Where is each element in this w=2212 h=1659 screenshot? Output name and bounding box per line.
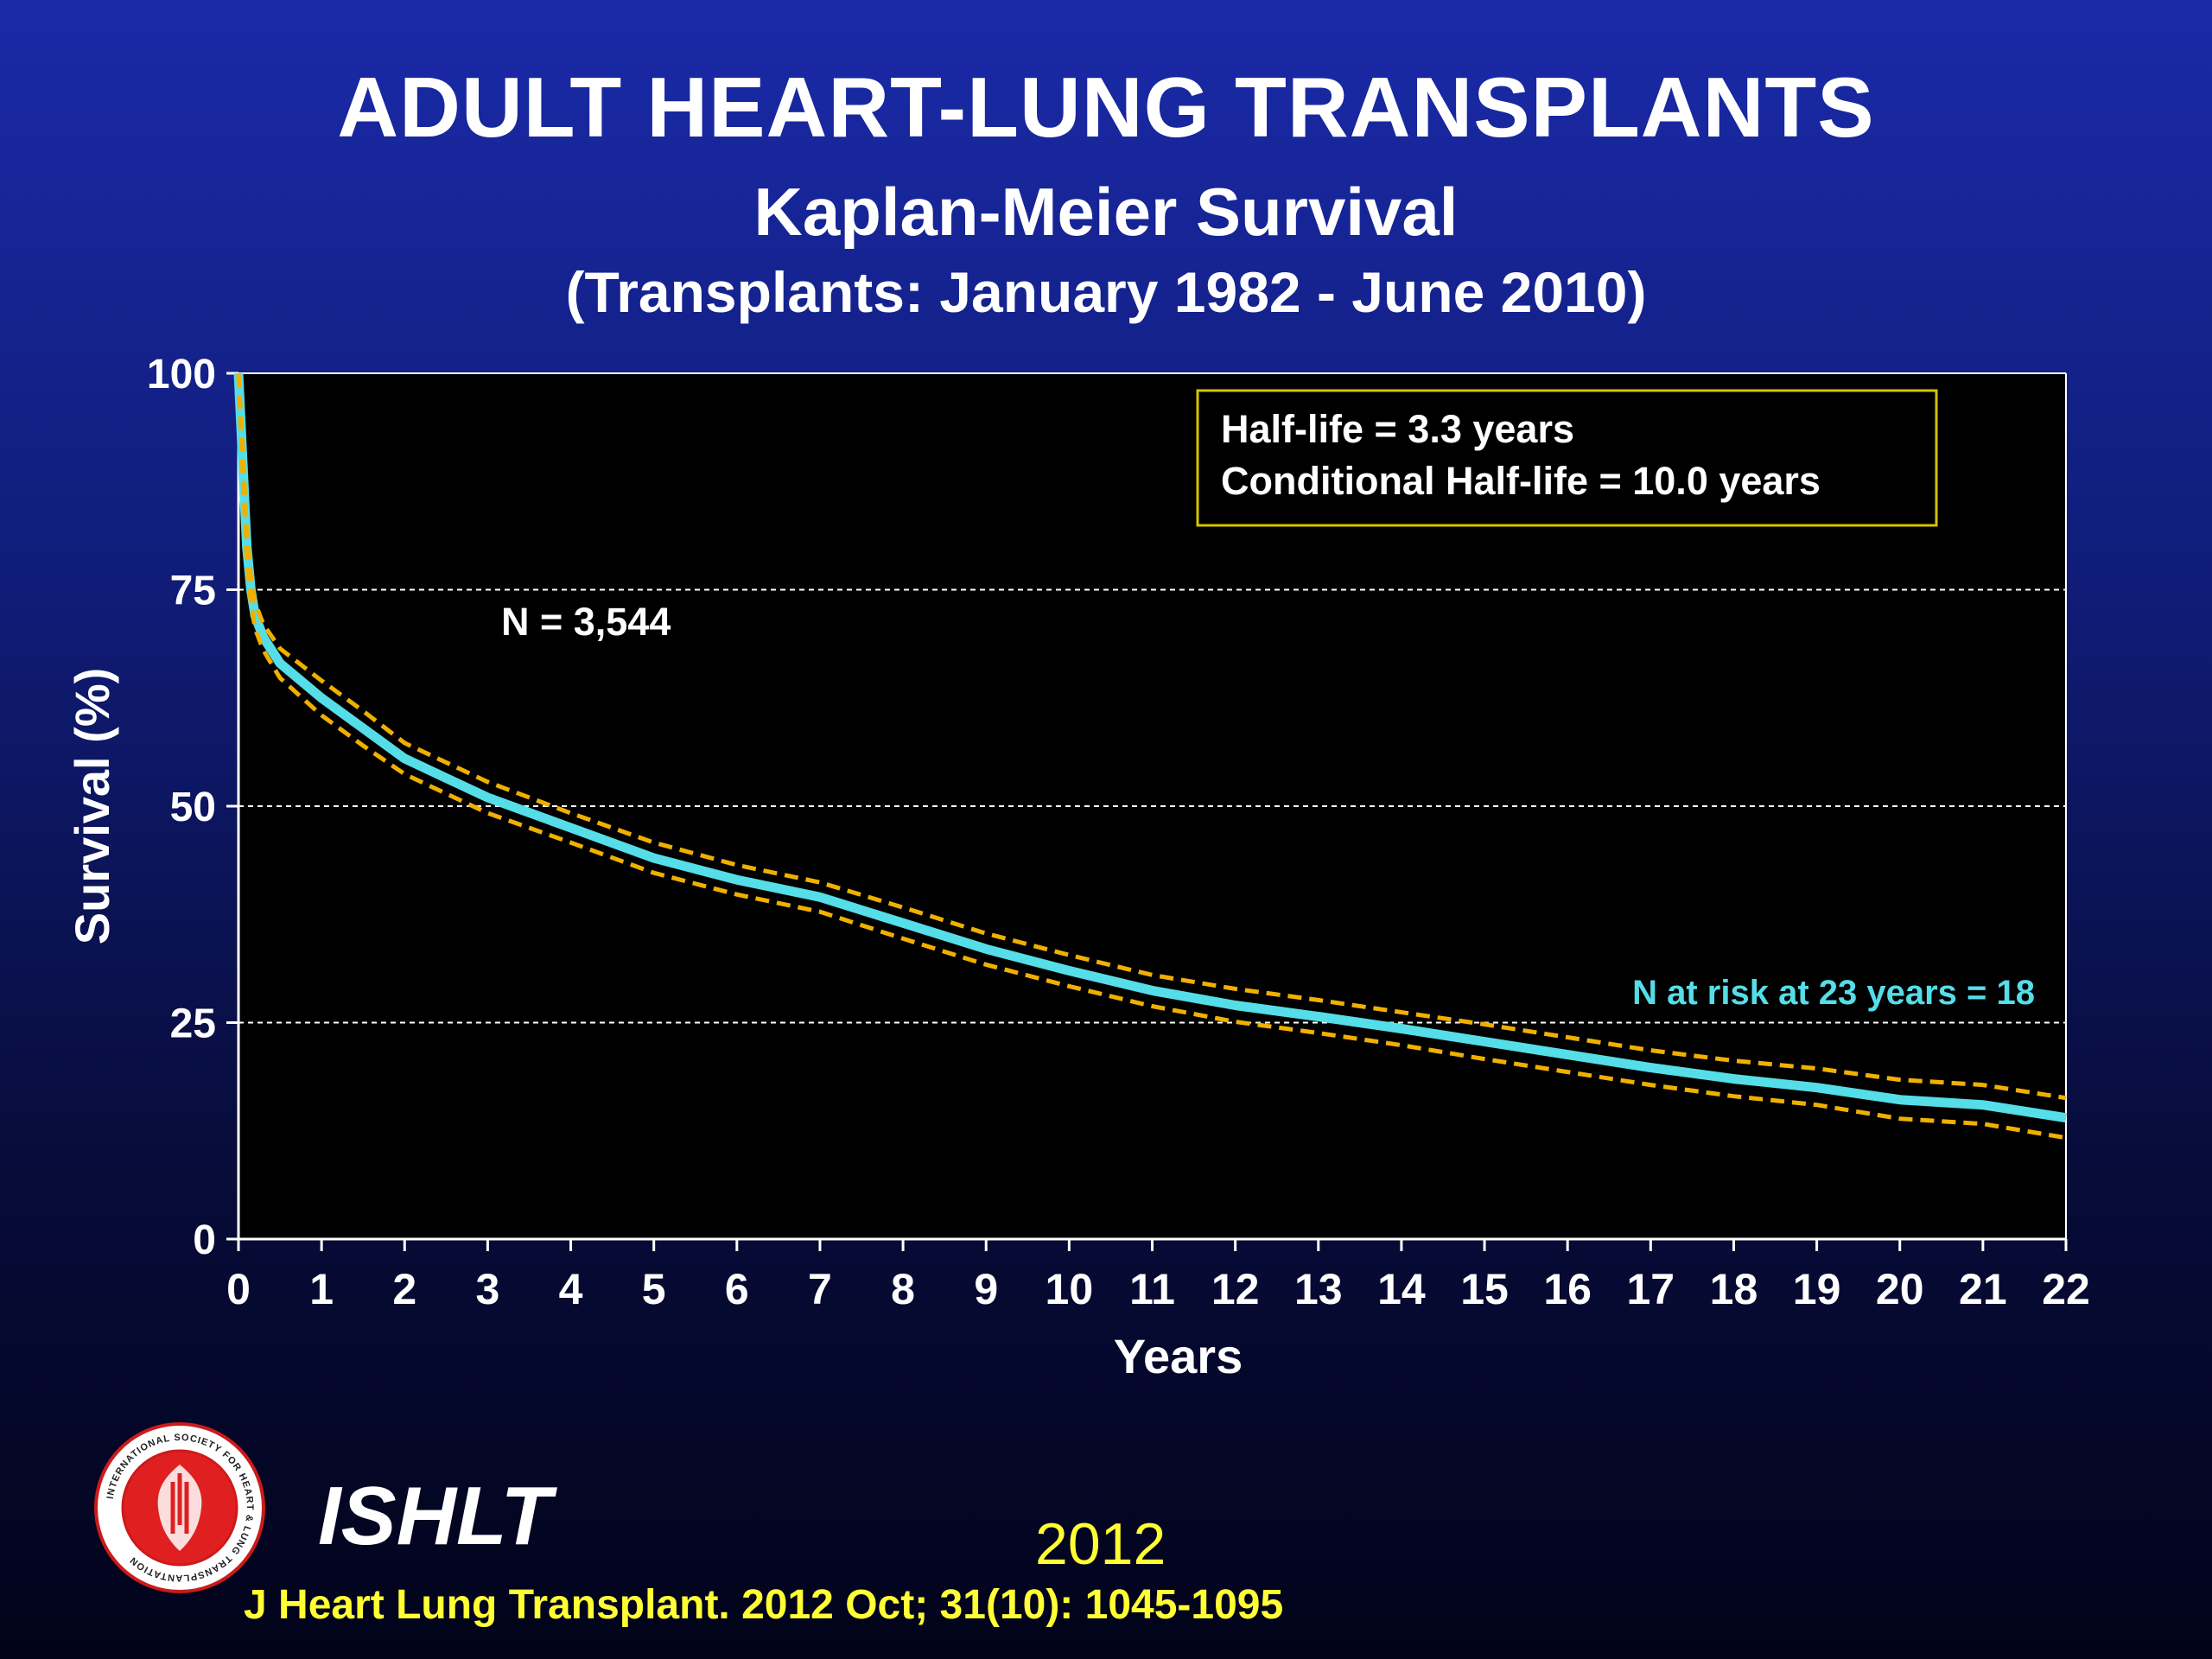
conditional-half-life-text: Conditional Half-life = 10.0 years bbox=[1221, 459, 1821, 503]
x-tick-label: 12 bbox=[1211, 1265, 1260, 1313]
x-axis-label: Years bbox=[1114, 1329, 1243, 1383]
x-tick-label: 2 bbox=[392, 1265, 416, 1313]
x-tick-label: 15 bbox=[1460, 1265, 1509, 1313]
half-life-box bbox=[1196, 389, 1938, 527]
y-axis-label: Survival (%) bbox=[65, 668, 119, 945]
x-tick-label: 20 bbox=[1876, 1265, 1924, 1313]
slide-title: ADULT HEART-LUNG TRANSPLANTS bbox=[337, 60, 1875, 155]
x-tick-label: 13 bbox=[1294, 1265, 1343, 1313]
y-tick-label: 25 bbox=[170, 1001, 216, 1047]
x-tick-label: 0 bbox=[226, 1265, 251, 1313]
ci-upper-curve bbox=[236, 372, 2067, 1101]
x-tick-label: 6 bbox=[725, 1265, 749, 1313]
y-tick-label: 0 bbox=[193, 1217, 216, 1263]
ticks: 0 1 2 3 4 5 6 7 8 9 10 11 12 13 14 15 16 17 18 19 20 21 220255… bbox=[147, 352, 2090, 1313]
survival-curve bbox=[233, 372, 2067, 1123]
x-tick-label: 19 bbox=[1793, 1265, 1841, 1313]
x-tick-label: 21 bbox=[1959, 1265, 2007, 1313]
x-tick-label: 22 bbox=[2042, 1265, 2090, 1313]
slide-subtitle: Kaplan-Meier Survival bbox=[753, 174, 1459, 250]
y-tick-label: 75 bbox=[170, 569, 216, 614]
x-tick-label: 14 bbox=[1377, 1265, 1426, 1313]
publication-year: 2012 bbox=[1035, 1511, 1166, 1577]
x-tick-label: 11 bbox=[1129, 1265, 1175, 1313]
half-life-text: Half-life = 3.3 years bbox=[1221, 407, 1574, 451]
series-group bbox=[233, 372, 2067, 1141]
x-tick-label: 18 bbox=[1710, 1265, 1758, 1313]
x-tick-label: 1 bbox=[309, 1265, 334, 1313]
citation: J Heart Lung Transplant. 2012 Oct; 31(10… bbox=[244, 1582, 1284, 1628]
x-tick-label: 16 bbox=[1543, 1265, 1592, 1313]
x-tick-label: 17 bbox=[1627, 1265, 1675, 1313]
x-tick-label: 5 bbox=[642, 1265, 666, 1313]
x-tick-label: 8 bbox=[891, 1265, 915, 1313]
y-tick-label: 50 bbox=[170, 785, 216, 830]
ishlt-logo: INTERNATIONAL SOCIETY FOR HEART & LUNG T… bbox=[94, 1422, 265, 1593]
slide-date-range: (Transplants: January 1982 - June 2010) bbox=[565, 260, 1647, 324]
x-tick-label: 3 bbox=[476, 1265, 500, 1313]
x-tick-label: 4 bbox=[559, 1265, 583, 1313]
x-tick-label: 7 bbox=[808, 1265, 832, 1313]
ci-lower-curve bbox=[236, 372, 2067, 1141]
y-tick-label: 100 bbox=[147, 352, 216, 397]
n-total-label: N = 3,544 bbox=[501, 600, 671, 644]
gridlines bbox=[238, 588, 2066, 1024]
x-tick-label: 10 bbox=[1046, 1265, 1094, 1313]
x-tick-label: 9 bbox=[974, 1265, 998, 1313]
org-name: ISHLT bbox=[318, 1470, 552, 1562]
n-at-risk-label: N at risk at 23 years = 18 bbox=[1632, 974, 2035, 1012]
